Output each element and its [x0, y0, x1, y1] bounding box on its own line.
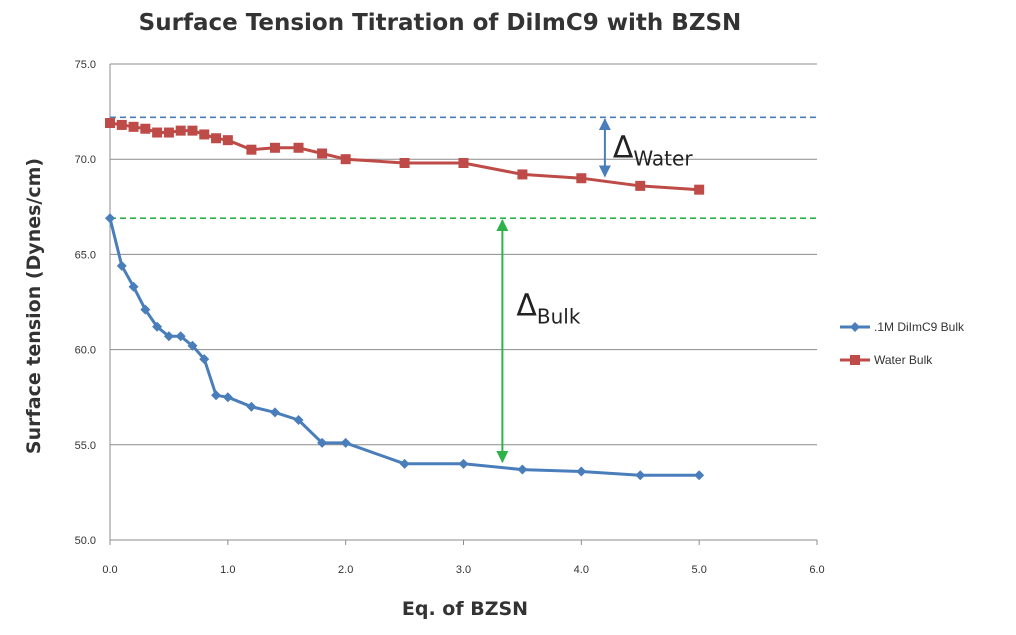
- x-tick-label: 0.0: [102, 564, 117, 576]
- delta-bulk-subscript: Bulk: [537, 304, 581, 328]
- legend: .1M DiImC9 Bulk Water Bulk: [840, 320, 965, 367]
- data-point: [152, 321, 163, 332]
- x-tick-label: 1.0: [220, 564, 235, 576]
- data-point: [635, 470, 646, 481]
- y-tick-label: 55.0: [75, 440, 96, 452]
- series-0: [105, 213, 705, 481]
- data-point: [187, 125, 198, 136]
- data-point: [293, 142, 304, 153]
- x-tick-label: 3.0: [456, 564, 471, 576]
- axes: [109, 64, 818, 545]
- series-1: [105, 118, 705, 195]
- data-point: [222, 392, 233, 403]
- data-point: [635, 180, 646, 191]
- data-point: [246, 144, 257, 155]
- delta-bulk-symbol: Δ: [516, 288, 537, 323]
- legend-entry-0: .1M DiImC9 Bulk: [840, 320, 965, 334]
- legend-marker: [850, 355, 860, 365]
- data-point: [269, 407, 280, 418]
- x-tick-label: 5.0: [692, 564, 707, 576]
- x-tick-label: 6.0: [809, 564, 824, 576]
- data-point: [163, 127, 174, 138]
- data-point: [175, 331, 186, 342]
- data-point: [293, 415, 304, 426]
- data-point: [116, 260, 127, 271]
- series-group: [105, 118, 705, 481]
- data-point: [517, 464, 528, 475]
- data-point: [340, 437, 351, 448]
- y-tick-label: 60.0: [75, 345, 96, 357]
- y-tick-label: 50.0: [75, 535, 96, 547]
- data-point: [269, 142, 280, 153]
- reference-lines: [110, 116, 817, 220]
- legend-marker: [850, 322, 860, 332]
- delta-water-symbol: Δ: [613, 130, 634, 165]
- data-point: [576, 466, 587, 477]
- data-point: [317, 148, 328, 159]
- data-point: [128, 281, 139, 292]
- data-point: [246, 401, 257, 412]
- legend-label: .1M DiImC9 Bulk: [874, 320, 965, 334]
- y-tick-label: 70.0: [75, 154, 96, 166]
- data-point: [116, 119, 127, 130]
- y-axis-title: Surface tension (Dynes/cm): [23, 158, 45, 454]
- delta-bulk-label: ΔBulk: [516, 288, 580, 328]
- x-axis-title: Eq. of BZSN: [402, 598, 528, 620]
- x-tick-label: 2.0: [338, 564, 353, 576]
- data-point: [317, 437, 328, 448]
- legend-entry-1: Water Bulk: [840, 353, 933, 367]
- data-point: [187, 340, 198, 351]
- data-point: [128, 121, 139, 132]
- series-line: [109, 121, 700, 192]
- data-point: [458, 158, 469, 169]
- y-tick-label: 75.0: [75, 59, 96, 71]
- data-point: [175, 125, 186, 136]
- data-point: [694, 470, 705, 481]
- delta-water-label: ΔWater: [613, 130, 693, 170]
- legend-label: Water Bulk: [874, 353, 933, 367]
- data-point: [517, 169, 528, 180]
- data-point: [222, 135, 233, 146]
- data-point: [152, 127, 163, 138]
- data-point: [105, 118, 115, 129]
- data-point: [199, 354, 210, 365]
- data-point: [458, 458, 469, 469]
- y-tick-label: 65.0: [75, 249, 96, 261]
- series-line: [108, 217, 700, 477]
- data-point: [140, 123, 151, 134]
- y-tick-labels: 50.0 55.0 60.0 65.0 70.0 75.0: [75, 59, 96, 547]
- data-point: [105, 213, 115, 224]
- data-point: [163, 331, 174, 342]
- data-point: [211, 390, 222, 401]
- chart-title: Surface Tension Titration of DiImC9 with…: [139, 10, 742, 36]
- x-tick-label: 4.0: [574, 564, 589, 576]
- x-tick-labels: 0.0 1.0 2.0 3.0 4.0 5.0 6.0: [102, 564, 824, 576]
- data-point: [211, 133, 222, 144]
- data-point: [399, 158, 410, 169]
- data-point: [199, 129, 210, 140]
- data-point: [399, 458, 410, 469]
- data-point: [576, 173, 587, 184]
- delta-water-subscript: Water: [633, 146, 693, 170]
- data-point: [694, 184, 705, 195]
- data-point: [340, 154, 351, 165]
- data-point: [140, 304, 151, 315]
